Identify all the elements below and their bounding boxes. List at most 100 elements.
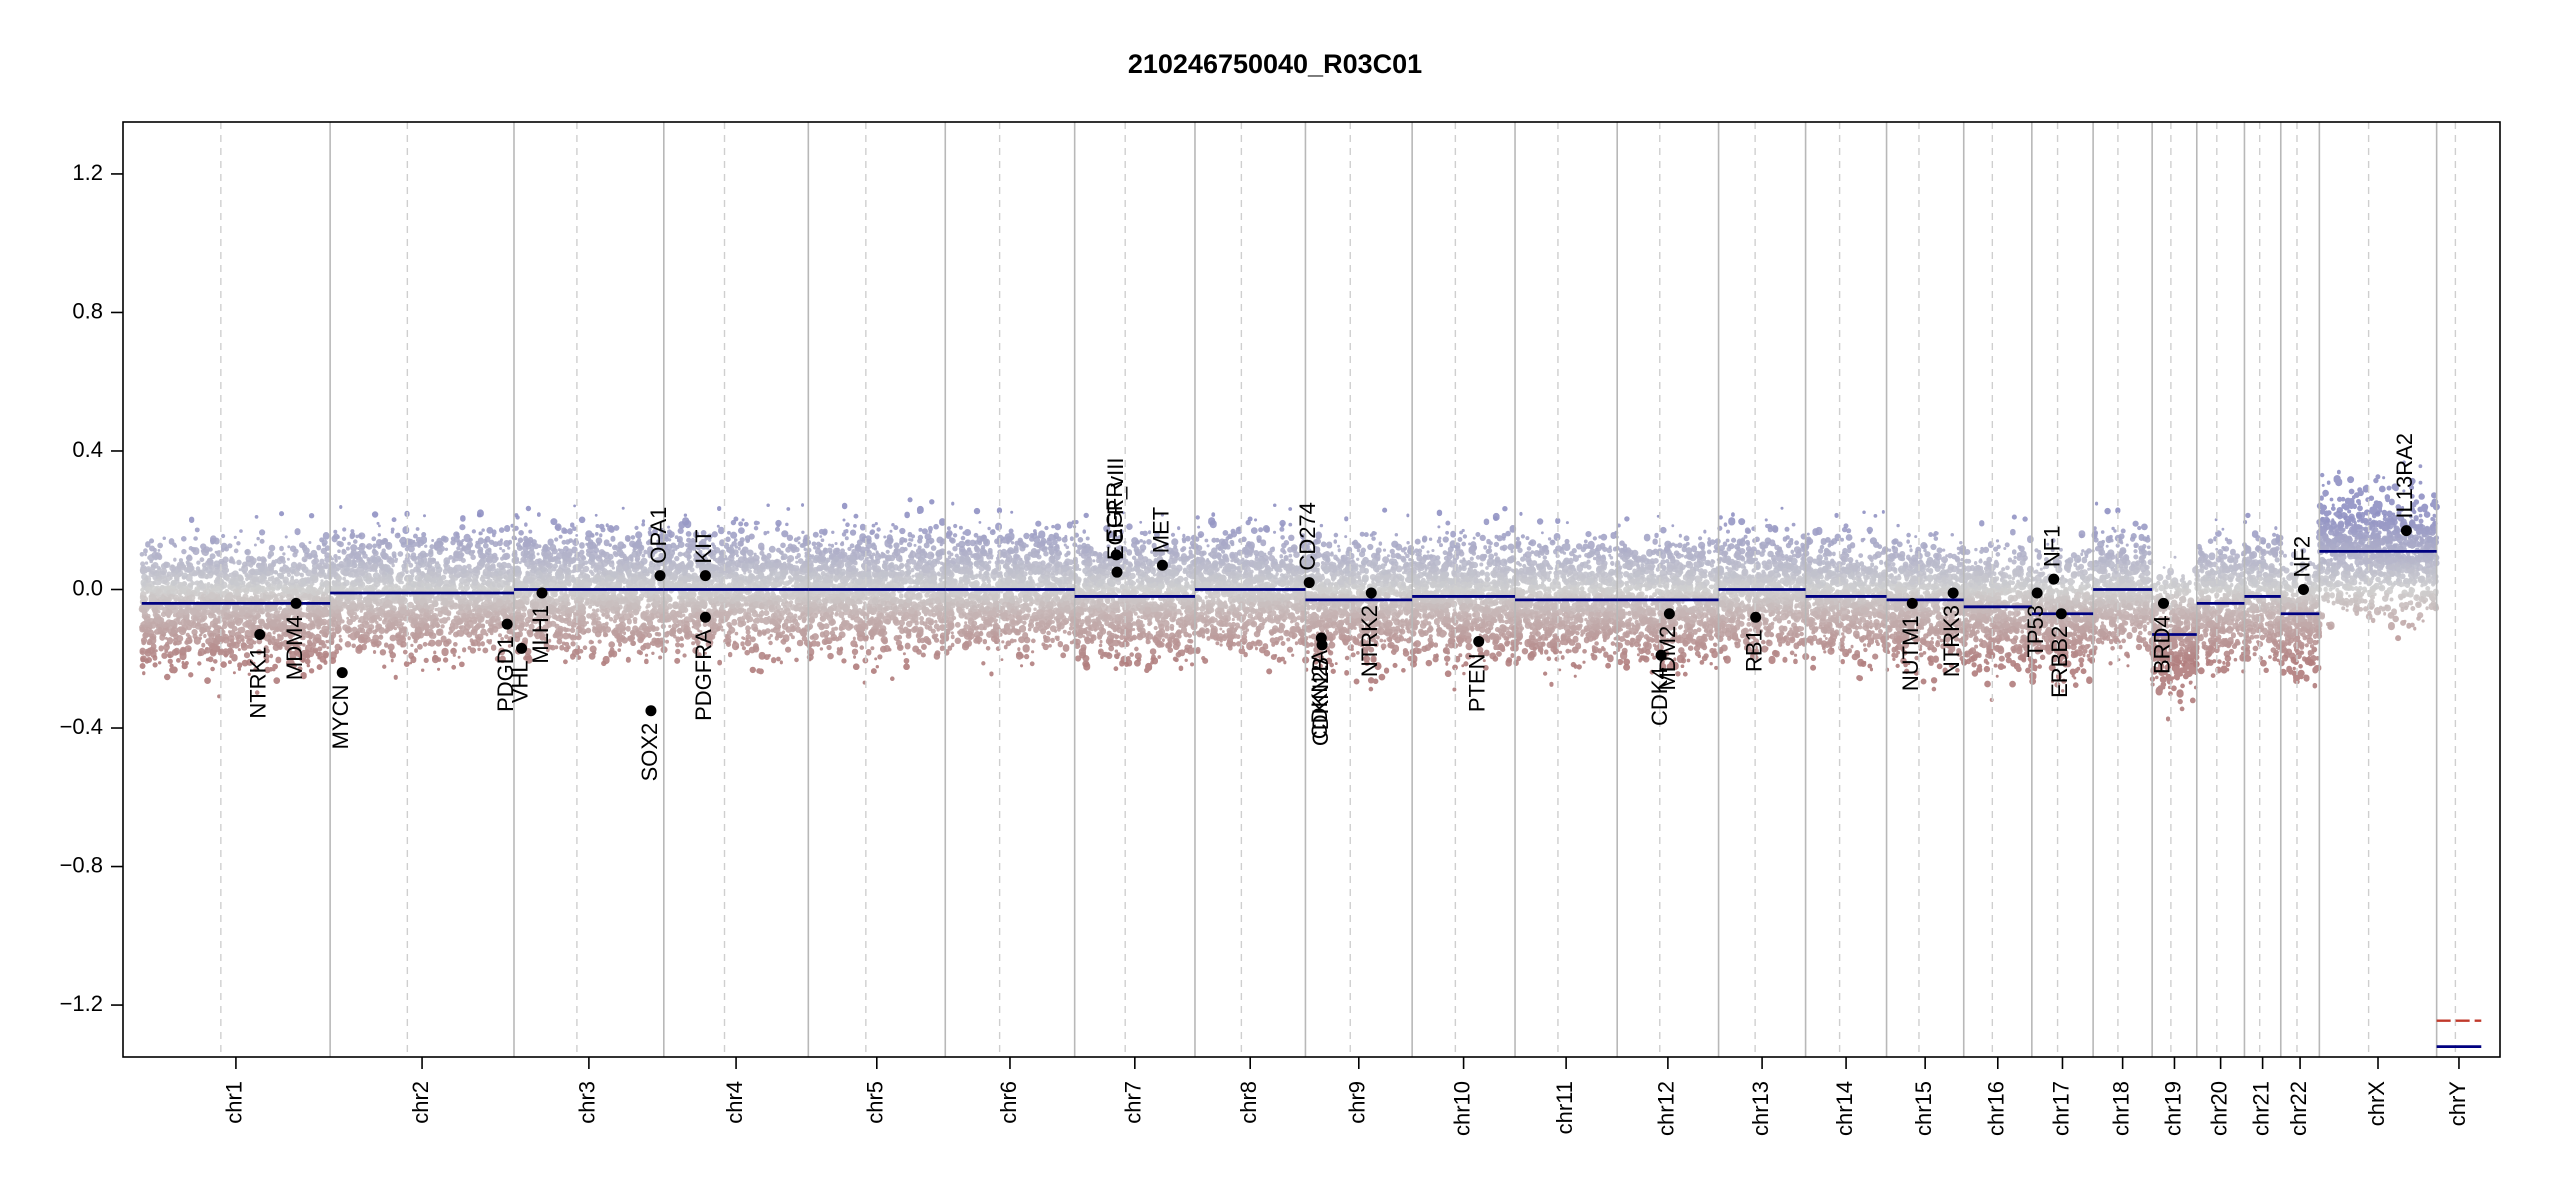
probe-cloud-chrX xyxy=(2384,593,2390,598)
probe-cloud-chr2 xyxy=(453,615,458,620)
probe-cloud-chr15 xyxy=(1903,570,1910,578)
gene-point xyxy=(699,611,711,623)
probe-cloud-chrX xyxy=(2404,520,2438,527)
probe-cloud-chr13 xyxy=(1773,650,1780,658)
chromosome-label: chr21 xyxy=(2248,1081,2273,1136)
probe-cloud-chr1 xyxy=(144,658,270,664)
probe-cloud-chr17 xyxy=(2073,554,2082,563)
probe-cloud-chr16 xyxy=(1976,612,1983,619)
probe-cloud-chr6 xyxy=(946,596,1040,604)
probe-cloud-chr5 xyxy=(855,577,925,586)
probe-cloud-chr5 xyxy=(810,601,944,609)
probe-cloud-chr3 xyxy=(590,533,595,538)
probe-cloud-chr15 xyxy=(1899,569,1947,576)
probe-cloud-chr5 xyxy=(859,533,924,542)
probe-cloud-chr21 xyxy=(2272,573,2277,579)
probe-cloud-chr21 xyxy=(2267,630,2284,636)
probe-cloud-chr12 xyxy=(1656,514,1660,518)
probe-cloud-chr1 xyxy=(148,596,325,605)
probe-cloud-chr14 xyxy=(1804,600,1873,610)
probe-cloud-chr1 xyxy=(266,570,300,577)
probe-cloud-chr6 xyxy=(1023,580,1062,588)
probe-cloud-chr6 xyxy=(974,624,1057,633)
probe-cloud-chr13 xyxy=(1788,636,1796,644)
probe-cloud-chr6 xyxy=(1003,643,1049,651)
probe-cloud-chr4 xyxy=(776,656,781,662)
probe-cloud-chr4 xyxy=(680,624,811,633)
probe-cloud-chr15 xyxy=(1959,541,1963,545)
probe-cloud-chr12 xyxy=(1615,588,1718,596)
probe-cloud-chr14 xyxy=(1842,625,1879,633)
probe-cloud-chr14 xyxy=(1876,642,1880,647)
probe-cloud-chr4 xyxy=(731,641,759,651)
probe-cloud-chr10 xyxy=(1477,651,1485,658)
probe-cloud-chr20 xyxy=(2223,593,2228,598)
probe-cloud-chr1 xyxy=(255,584,262,591)
probe-cloud-chr6 xyxy=(979,547,1019,555)
probe-cloud-chr5 xyxy=(871,550,917,558)
probe-cloud-chr3 xyxy=(529,589,654,598)
probe-cloud-chr3 xyxy=(539,633,646,641)
probe-cloud-chr19 xyxy=(2179,578,2185,583)
probe-cloud-chr13 xyxy=(1716,617,1805,625)
probe-cloud-chr18 xyxy=(2130,622,2134,627)
probe-cloud-chr11 xyxy=(1551,538,1588,544)
probe-cloud-chr19 xyxy=(2166,656,2195,663)
probe-cloud-chrX xyxy=(2337,513,2355,520)
probe-cloud-chr4 xyxy=(667,595,784,604)
probe-cloud-chr7 xyxy=(1080,647,1190,653)
probe-cloud-chr11 xyxy=(1547,537,1552,541)
probe-cloud-chr19 xyxy=(2151,649,2182,655)
probe-cloud-chr14 xyxy=(1874,551,1882,559)
chromosome-label: chr11 xyxy=(1552,1081,1577,1134)
probe-cloud-chr10 xyxy=(1415,585,1518,593)
probe-cloud-chr22 xyxy=(2278,594,2314,602)
probe-cloud-chrX xyxy=(2363,557,2394,565)
probe-cloud-chr8 xyxy=(1220,607,1259,614)
probe-cloud-chr19 xyxy=(2174,590,2180,597)
chromosome-label: chr18 xyxy=(2108,1081,2133,1136)
probe-cloud-chr17 xyxy=(2031,575,2091,584)
probe-cloud-chr2 xyxy=(327,567,501,575)
probe-cloud-chr14 xyxy=(1830,597,1864,605)
probe-cloud-chr17 xyxy=(2034,596,2080,604)
probe-cloud-chr11 xyxy=(1514,566,1537,575)
probe-cloud-chr6 xyxy=(1029,661,1035,667)
probe-cloud-chr22 xyxy=(2288,587,2317,595)
probe-cloud-chr8 xyxy=(1245,618,1252,626)
probe-cloud-chr17 xyxy=(2030,619,2094,628)
probe-cloud-chr4 xyxy=(695,639,811,647)
probe-cloud-chr13 xyxy=(1762,640,1766,645)
probe-cloud-chr15 xyxy=(1907,662,1911,666)
probe-cloud-chr19 xyxy=(2162,579,2192,586)
probe-cloud-chr9 xyxy=(1388,558,1398,565)
probe-cloud-chr12 xyxy=(1650,558,1659,564)
probe-cloud-chr7 xyxy=(1160,513,1164,517)
probe-cloud-chr19 xyxy=(2152,602,2158,610)
probe-cloud-chr17 xyxy=(2036,635,2096,644)
probe-cloud-chr21 xyxy=(2276,658,2280,663)
gene-label: NUTM1 xyxy=(1898,615,1923,691)
probe-cloud-chr12 xyxy=(1639,655,1657,660)
probe-cloud-chr13 xyxy=(1780,506,1784,510)
probe-cloud-chr14 xyxy=(1823,547,1852,554)
probe-cloud-chr3 xyxy=(575,533,603,538)
probe-cloud-chr9 xyxy=(1406,541,1410,545)
probe-cloud-chr10 xyxy=(1441,563,1449,572)
probe-cloud-chr14 xyxy=(1858,553,1864,558)
probe-cloud-chr7 xyxy=(1073,531,1176,538)
probe-cloud-chrX xyxy=(2333,510,2431,519)
probe-cloud-chr12 xyxy=(1640,566,1647,573)
probe-cloud-chr14 xyxy=(1819,579,1827,587)
probe-cloud-chr7 xyxy=(1136,657,1142,663)
probe-cloud-chr4 xyxy=(771,657,799,664)
probe-cloud-chr21 xyxy=(2270,600,2276,606)
probe-cloud-chr13 xyxy=(1745,550,1774,558)
probe-cloud-chr9 xyxy=(1304,558,1379,567)
probe-cloud-chr14 xyxy=(1814,604,1889,614)
probe-cloud-chr11 xyxy=(1519,624,1612,632)
probe-cloud-chr4 xyxy=(697,652,702,657)
probe-cloud-chr11 xyxy=(1529,581,1620,590)
probe-cloud-chr13 xyxy=(1756,611,1803,619)
probe-cloud-chr2 xyxy=(342,601,513,609)
